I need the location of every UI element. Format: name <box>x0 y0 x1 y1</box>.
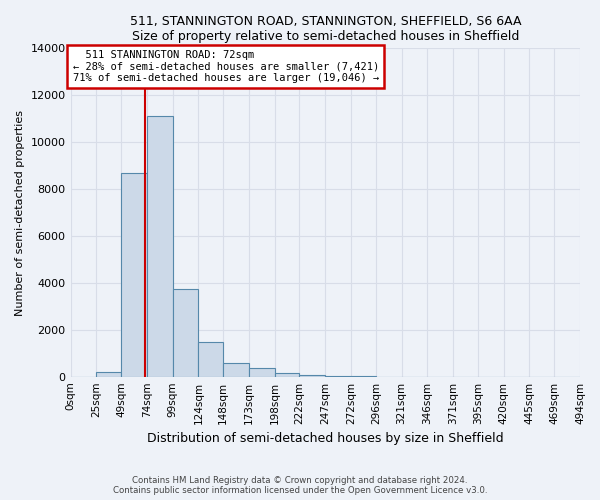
Bar <box>249 368 275 376</box>
Y-axis label: Number of semi-detached properties: Number of semi-detached properties <box>15 110 25 316</box>
Text: Contains HM Land Registry data © Crown copyright and database right 2024.
Contai: Contains HM Land Registry data © Crown c… <box>113 476 487 495</box>
Bar <box>223 362 249 376</box>
Bar <box>199 342 223 376</box>
Bar <box>299 375 325 376</box>
Title: 511, STANNINGTON ROAD, STANNINGTON, SHEFFIELD, S6 6AA
Size of property relative : 511, STANNINGTON ROAD, STANNINGTON, SHEF… <box>130 15 521 43</box>
Bar <box>121 172 147 376</box>
Text: 511 STANNINGTON ROAD: 72sqm
← 28% of semi-detached houses are smaller (7,421)
71: 511 STANNINGTON ROAD: 72sqm ← 28% of sem… <box>73 50 379 83</box>
Bar <box>147 116 173 376</box>
Bar <box>97 372 121 376</box>
Bar <box>275 373 299 376</box>
Bar <box>173 288 199 376</box>
X-axis label: Distribution of semi-detached houses by size in Sheffield: Distribution of semi-detached houses by … <box>147 432 503 445</box>
